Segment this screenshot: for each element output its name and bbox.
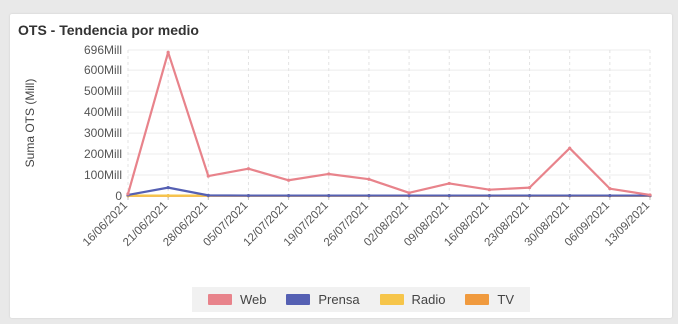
y-tick-label: 300Mill <box>84 126 122 140</box>
data-point-prensa <box>206 193 210 197</box>
y-tick-label: 400Mill <box>84 105 122 119</box>
data-point-prensa <box>407 193 411 198</box>
data-point-web <box>206 174 210 178</box>
data-point-prensa <box>527 193 532 198</box>
data-point-prensa <box>166 186 170 190</box>
data-point-web <box>568 146 572 150</box>
data-point-prensa <box>327 193 331 198</box>
data-point-prensa <box>487 193 491 198</box>
data-point-web <box>166 50 170 54</box>
y-tick-label: 500Mill <box>84 84 122 98</box>
chart-panel: OTS - Tendencia por medio 0 100Mill 200Mil… <box>10 14 672 318</box>
legend-item-radio[interactable]: Radio <box>379 292 446 307</box>
data-point-web <box>246 167 251 171</box>
legend-label: Web <box>239 292 267 307</box>
data-point-web <box>126 192 130 196</box>
data-point-web <box>407 191 411 195</box>
data-point-prensa <box>568 193 572 198</box>
legend-label: TV <box>497 292 515 307</box>
data-point-web <box>287 178 291 182</box>
data-point-prensa <box>447 193 451 198</box>
data-point-prensa <box>287 193 291 198</box>
data-point-web <box>447 181 451 186</box>
legend-swatch <box>465 294 490 305</box>
data-point-prensa <box>367 193 371 198</box>
legend-swatch <box>379 294 404 305</box>
data-point-web <box>487 188 491 192</box>
data-point-web <box>527 186 532 190</box>
data-point-radio <box>166 193 170 198</box>
legend-swatch <box>207 294 232 305</box>
data-point-prensa <box>246 193 251 198</box>
legend-swatch <box>286 294 311 305</box>
legend-item-prensa[interactable]: Prensa <box>286 292 360 307</box>
data-point-prensa <box>608 193 612 198</box>
data-point-web <box>327 172 331 176</box>
y-tick-label: 696Mill <box>84 43 122 57</box>
data-point-web <box>648 193 652 197</box>
chart-title: OTS - Tendencia por medio <box>18 22 199 38</box>
series-line-prensa <box>127 186 650 197</box>
y-tick-label: 100Mill <box>84 168 122 182</box>
line-chart: 0 100Mill 200Mill 300Mill 400Mill 500Mill 600M… <box>23 43 652 249</box>
data-point-web <box>608 187 612 191</box>
y-tick-label: 200Mill <box>84 147 122 161</box>
y-axis-label: Suma OTS (Mill) <box>23 79 37 168</box>
chart-legend: Web Prensa Radio TV <box>192 287 530 312</box>
legend-label: Prensa <box>318 292 360 307</box>
series-line-web <box>126 51 651 197</box>
legend-item-web[interactable]: Web <box>207 292 267 307</box>
y-tick-label: 600Mill <box>84 63 122 77</box>
y-tick-label: 0 <box>115 189 122 203</box>
legend-item-tv[interactable]: TV <box>465 292 514 307</box>
legend-label: Radio <box>411 292 446 307</box>
data-point-web <box>367 177 371 181</box>
